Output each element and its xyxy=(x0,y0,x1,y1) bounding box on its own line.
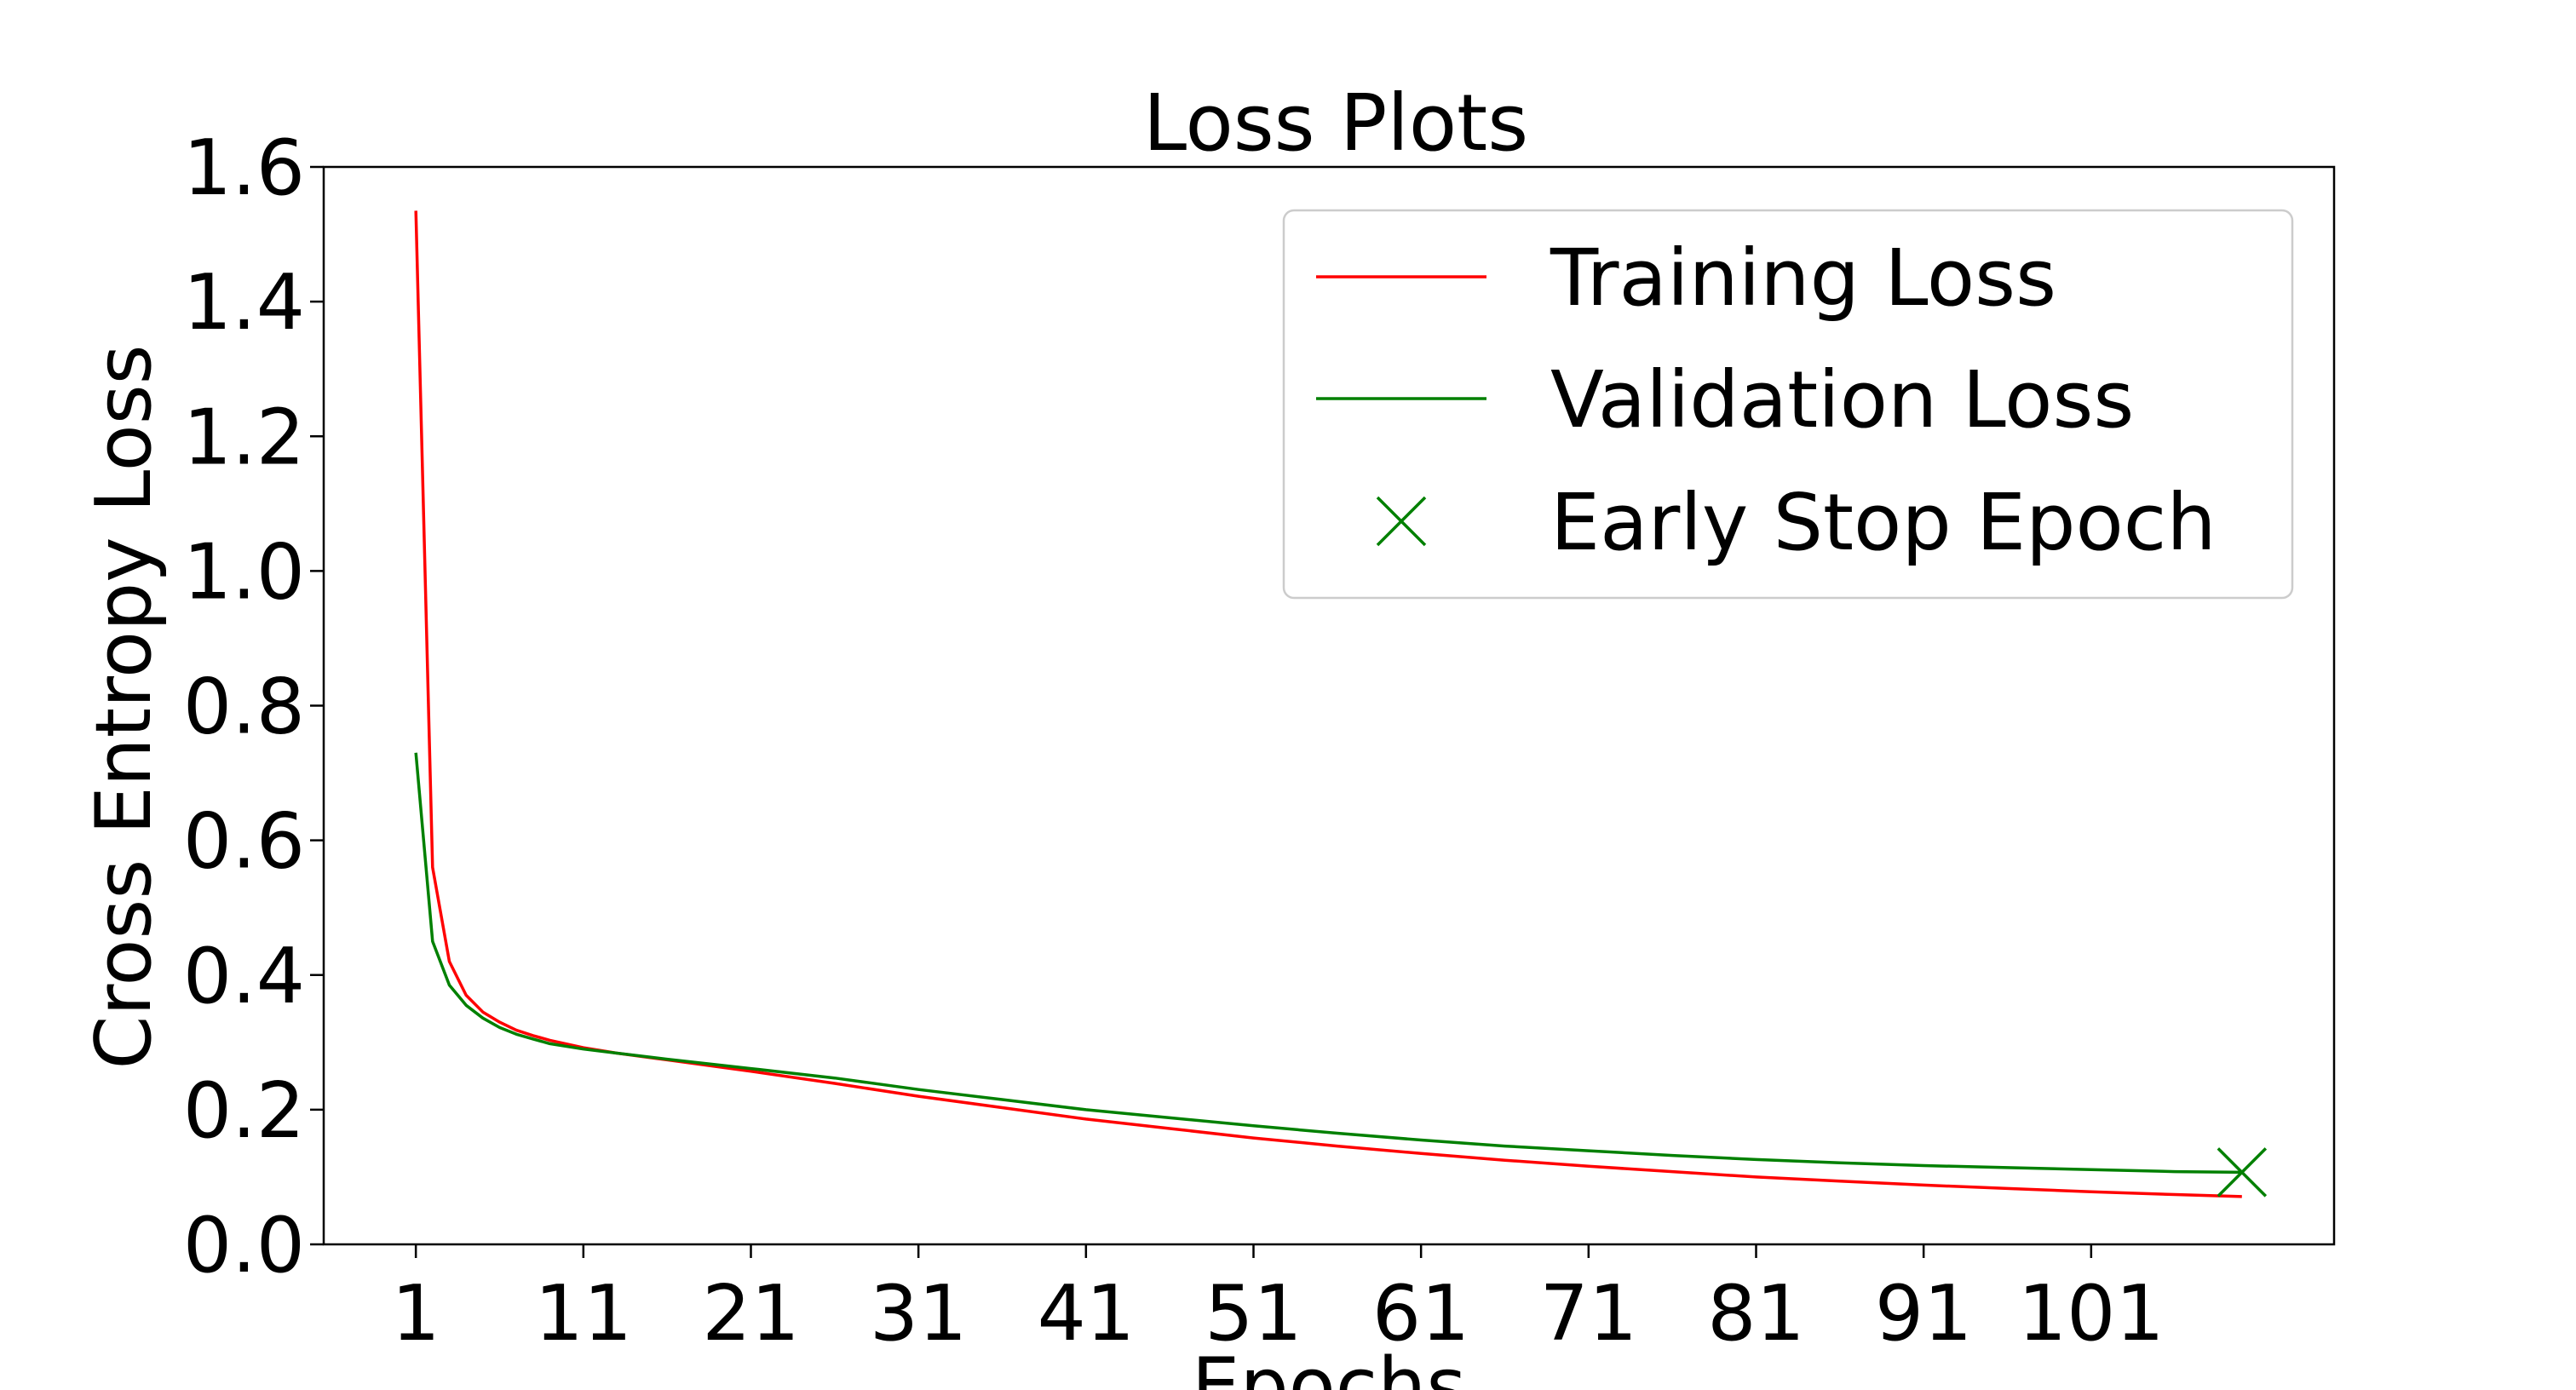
legend-swatch-early-stop-epoch xyxy=(1376,496,1427,547)
x-tick-label: 91 xyxy=(1875,1269,1973,1358)
x-tick-label: 11 xyxy=(535,1269,633,1358)
early-stop-legend-icon xyxy=(1376,496,1427,547)
x-tick-label: 41 xyxy=(1038,1269,1136,1358)
x-axis-title: Epochs xyxy=(1192,1341,1466,1390)
legend: Training Loss Validation Loss Early Stop… xyxy=(1282,209,2294,600)
chart-title: Loss Plots xyxy=(1143,78,1528,169)
y-tick-label: 0.4 xyxy=(183,932,305,1021)
x-tick-label: 21 xyxy=(702,1269,800,1358)
y-tick-label: 1.2 xyxy=(183,393,305,482)
y-tick-label: 1.4 xyxy=(183,258,305,348)
x-tick-label: 81 xyxy=(1707,1269,1805,1358)
x-tick-label: 61 xyxy=(1372,1269,1470,1358)
x-tick-label: 31 xyxy=(870,1269,968,1358)
x-tick-label: 51 xyxy=(1205,1269,1302,1358)
series-line-validation-loss xyxy=(414,752,2242,1175)
x-tick-label: 101 xyxy=(2018,1269,2165,1358)
x-axis: 1 11 21 31 41 51 61 71 81 91 101 xyxy=(392,1244,2165,1358)
x-tick-label: 71 xyxy=(1540,1269,1638,1358)
legend-label-early-stop-epoch: Early Stop Epoch xyxy=(1550,477,2217,568)
y-tick-label: 0.2 xyxy=(183,1066,305,1156)
x-tick-label: 1 xyxy=(392,1269,440,1358)
y-axis: 0.0 0.2 0.4 0.6 0.8 1.0 1.2 1.4 1.6 xyxy=(183,123,324,1290)
y-tick-label: 1.0 xyxy=(183,527,305,617)
series-line-training-loss xyxy=(414,210,2242,1198)
y-tick-label: 0.6 xyxy=(183,797,305,887)
y-tick-label: 1.6 xyxy=(183,123,305,213)
legend-box xyxy=(1282,209,2294,600)
legend-label-training-loss: Training Loss xyxy=(1550,233,2056,324)
plot-area xyxy=(414,210,2268,1198)
y-tick-label: 0.0 xyxy=(183,1201,305,1290)
y-axis-title: Cross Entropy Loss xyxy=(79,344,169,1069)
y-tick-label: 0.8 xyxy=(183,663,305,752)
early-stop-marker xyxy=(2217,1147,2268,1198)
legend-label-validation-loss: Validation Loss xyxy=(1550,354,2134,445)
